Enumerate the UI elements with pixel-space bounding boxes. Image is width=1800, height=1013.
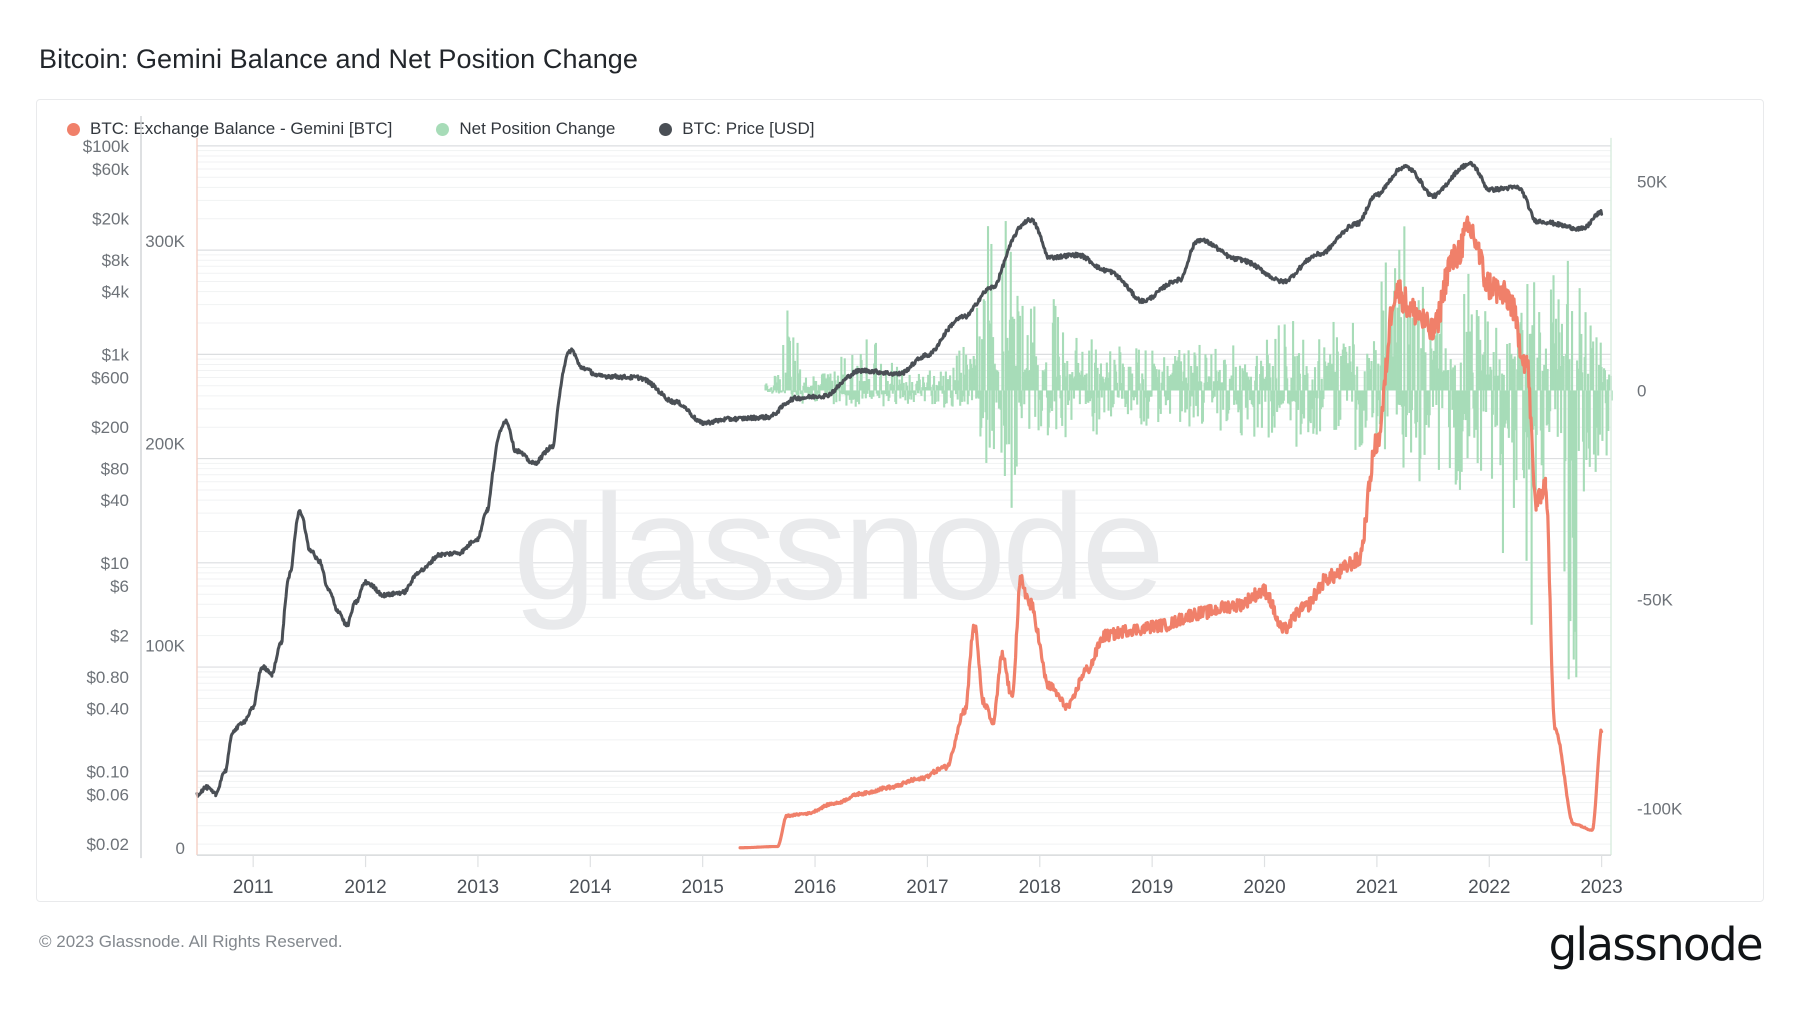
- svg-text:$6: $6: [110, 577, 129, 596]
- svg-text:$60k: $60k: [92, 160, 129, 179]
- svg-text:-50K: -50K: [1637, 591, 1674, 610]
- svg-text:2011: 2011: [233, 877, 274, 898]
- legend-label-balance: BTC: Exchange Balance - Gemini [BTC]: [90, 119, 393, 138]
- legend-dot-npc-icon: [436, 122, 450, 136]
- svg-text:$0.40: $0.40: [86, 700, 129, 719]
- footer: © 2023 Glassnode. All Rights Reserved. g…: [36, 918, 1764, 980]
- svg-text:$80: $80: [101, 460, 129, 479]
- legend-label-price: BTC: Price [USD]: [682, 119, 815, 138]
- svg-text:$0.06: $0.06: [86, 785, 129, 804]
- svg-text:$40: $40: [101, 491, 129, 510]
- svg-text:$1k: $1k: [102, 345, 130, 364]
- svg-text:$100k: $100k: [83, 137, 130, 156]
- svg-text:0: 0: [176, 839, 185, 858]
- svg-text:2014: 2014: [569, 877, 611, 898]
- svg-text:2021: 2021: [1356, 877, 1398, 898]
- svg-text:2018: 2018: [1019, 877, 1061, 898]
- page-title: Bitcoin: Gemini Balance and Net Position…: [39, 44, 639, 74]
- svg-text:2015: 2015: [682, 877, 724, 898]
- axis-labels: $100k$60k$20k$8k$4k$1k$600$200$80$40$10$…: [83, 137, 1683, 898]
- svg-text:$0.10: $0.10: [86, 762, 129, 781]
- watermark: glassnode: [513, 463, 1161, 631]
- svg-text:$600: $600: [91, 368, 129, 387]
- svg-text:2013: 2013: [457, 877, 499, 898]
- series-price: [195, 160, 1604, 798]
- plot-area[interactable]: glassnode $100k $60k $20k $8k $4k $1k $600 $200…: [37, 100, 1763, 901]
- svg-text:$20k: $20k: [92, 210, 129, 229]
- glassnode-logo: glassnode: [1548, 918, 1764, 971]
- svg-text:2016: 2016: [794, 877, 836, 898]
- copyright-text: © 2023 Glassnode. All Rights Reserved.: [39, 932, 343, 951]
- svg-text:-100K: -100K: [1637, 800, 1683, 819]
- svg-text:50K: 50K: [1637, 172, 1668, 191]
- svg-text:2019: 2019: [1131, 877, 1173, 898]
- svg-text:2017: 2017: [906, 877, 948, 898]
- svg-text:$2: $2: [110, 627, 129, 646]
- svg-text:$8k: $8k: [102, 251, 130, 270]
- svg-text:$0.02: $0.02: [86, 835, 129, 854]
- series-exchange-balance: [738, 215, 1604, 850]
- legend-item-price[interactable]: BTC: Price [USD]: [659, 119, 815, 139]
- gridlines: [197, 137, 1611, 856]
- svg-text:2020: 2020: [1243, 877, 1285, 898]
- legend-dot-balance-icon: [67, 122, 80, 136]
- svg-text:$10: $10: [101, 554, 129, 573]
- svg-text:$200: $200: [91, 418, 129, 437]
- legend-label-net-position-change: Net Position Change: [459, 119, 616, 138]
- svg-text:100K: 100K: [145, 637, 185, 656]
- plot-frame: [140, 115, 1612, 859]
- chart-svg[interactable]: glassnode $100k$60k$20k$8k$4k$1k$600$200…: [37, 100, 1763, 901]
- svg-text:0: 0: [1637, 381, 1646, 400]
- chart-card: BTC: Exchange Balance - Gemini [BTC] Net…: [36, 99, 1764, 902]
- legend-item-net-position-change[interactable]: Net Position Change: [436, 119, 615, 139]
- svg-text:2022: 2022: [1468, 877, 1510, 898]
- svg-text:$4k: $4k: [102, 283, 130, 302]
- svg-text:$0.80: $0.80: [86, 668, 129, 687]
- svg-text:2023: 2023: [1581, 877, 1623, 898]
- chart-legend: BTC: Exchange Balance - Gemini [BTC] Net…: [67, 114, 815, 144]
- legend-dot-price-icon: [659, 122, 673, 136]
- series-net-position-change: [764, 221, 1613, 680]
- svg-text:300K: 300K: [145, 232, 185, 251]
- svg-text:2012: 2012: [344, 877, 386, 898]
- svg-text:200K: 200K: [145, 434, 185, 453]
- legend-item-balance[interactable]: BTC: Exchange Balance - Gemini [BTC]: [67, 119, 392, 139]
